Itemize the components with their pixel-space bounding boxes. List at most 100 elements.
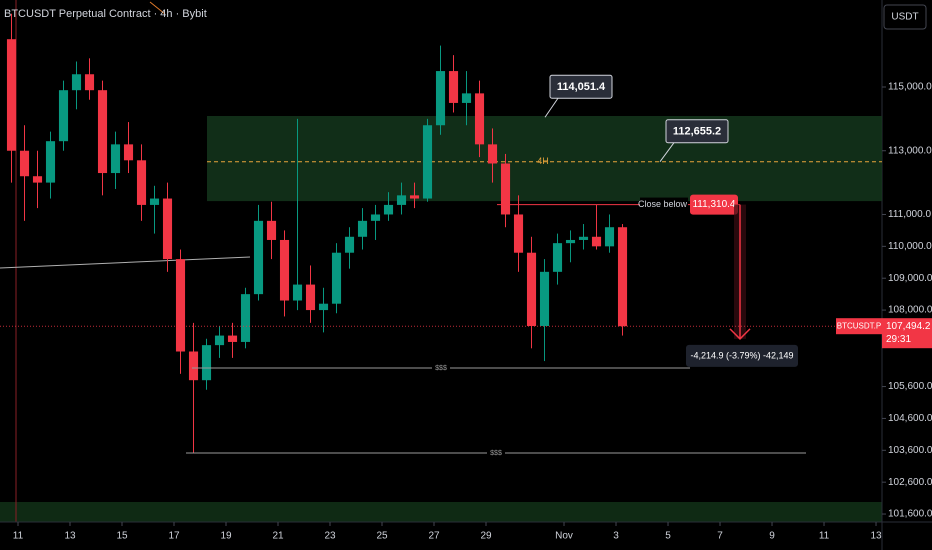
candle-body [344, 236, 355, 253]
symbol-badge [836, 318, 882, 335]
candle-body [422, 125, 433, 199]
candle-body [513, 214, 524, 253]
candle-body [45, 141, 56, 183]
candle-body [58, 90, 69, 142]
candle-body [240, 294, 251, 342]
close-below-value: 111,310.4 [692, 199, 735, 210]
liquidity-label: $$$ [435, 365, 447, 372]
liquidity-label: $$$ [490, 450, 502, 457]
x-tick-label: Nov [555, 531, 573, 542]
candle-body [552, 243, 563, 272]
last-price-label: 107,494.2 [886, 321, 931, 332]
candle-body [201, 345, 212, 381]
measure-box [686, 344, 798, 367]
candle-body [71, 74, 82, 91]
candle-body [578, 236, 589, 240]
candle-body [396, 195, 407, 205]
x-tick-label: 13 [64, 531, 76, 542]
y-tick-label: 103,600.0 [888, 445, 932, 456]
candle-body [188, 351, 199, 381]
y-tick-label: 104,600.0 [888, 413, 932, 424]
close-below-badge [690, 194, 738, 215]
x-tick-label: 11 [13, 531, 24, 542]
candle-body [110, 144, 121, 174]
candle-body [318, 303, 329, 311]
candle-body [19, 150, 30, 177]
candle-body [214, 335, 225, 346]
close-below-bg [640, 197, 688, 212]
y-tick-label: 109,000.0 [888, 273, 932, 284]
liquidity-label-bg [432, 362, 450, 373]
close-below-text: Close below [638, 199, 688, 209]
candle-body [370, 214, 381, 221]
y-tick-label: 108,000.0 [888, 305, 932, 316]
callout-pointer [659, 142, 675, 163]
candle-body [175, 259, 186, 352]
callout-box [549, 74, 613, 99]
y-tick-label: 101,600.0 [888, 509, 932, 520]
drawing-stroke [149, 1, 166, 15]
candle-body [253, 220, 264, 295]
y-tick-label: 105,600.0 [888, 381, 932, 392]
candle-body [474, 93, 485, 145]
candle-body [149, 198, 160, 205]
x-tick-label: 29 [480, 531, 492, 542]
x-tick-label: 15 [116, 531, 128, 542]
candle-body [591, 236, 602, 247]
callout-box [665, 119, 729, 144]
candle-body [617, 227, 628, 327]
x-tick-label: 9 [769, 531, 775, 542]
x-tick-label: 19 [220, 531, 232, 542]
candle-body [461, 93, 472, 103]
liquidity-label-bg [487, 447, 505, 458]
x-tick-label: 25 [376, 531, 388, 542]
candle-body [604, 227, 615, 247]
measure-arrowhead [729, 328, 751, 340]
candle-body [266, 220, 277, 240]
candle-body [6, 39, 17, 151]
y-tick-label: 110,000.0 [888, 241, 932, 252]
x-tick-label: 5 [665, 531, 671, 542]
candle-body [565, 239, 576, 244]
candle-body [448, 71, 459, 103]
y-tick-label: 113,000.0 [888, 145, 932, 156]
candle-body [487, 144, 498, 164]
candle-body [136, 160, 147, 205]
measure-label: -4,214.9 (-3.79%) -42,149 [690, 350, 793, 360]
y-tick-label: 111,000.0 [888, 209, 931, 220]
currency-box[interactable] [883, 4, 927, 30]
y-tick-label: 102,600.0 [888, 477, 932, 488]
x-tick-label: 7 [717, 531, 723, 542]
candle-body [526, 252, 537, 327]
candle-body [409, 195, 420, 199]
candle-body [357, 220, 368, 237]
candle-body [32, 176, 43, 183]
y-tick-label: 115,000.0 [888, 82, 932, 93]
bottom-zone [0, 502, 882, 522]
currency-label: USDT [891, 12, 918, 23]
trend-line [0, 256, 251, 269]
callout-label: 112,655.2 [673, 126, 721, 138]
candle-body [292, 284, 303, 301]
candle-body [84, 74, 95, 91]
candle-body [97, 90, 108, 174]
candle-body [162, 198, 173, 260]
last-price-badge [882, 318, 932, 349]
candle-body [227, 335, 238, 342]
x-tick-label: 21 [272, 531, 284, 542]
x-tick-label: 23 [324, 531, 336, 542]
x-tick-label: 13 [870, 531, 882, 542]
candle-body [383, 204, 394, 215]
x-tick-label: 3 [613, 531, 619, 542]
candle-body [279, 239, 290, 301]
candle-body [500, 163, 511, 215]
candle-body [435, 71, 446, 126]
plot-area: 4H $$$ $$$ Close below 111,310.4 -4,214.9 (-3… [0, 13, 882, 458]
candle-body [123, 144, 134, 161]
symbol-title: BTCUSDT Perpetual Contract · 4h · Bybit [4, 8, 207, 20]
supply-zone [207, 116, 882, 202]
x-tick-label: 11 [819, 531, 830, 542]
